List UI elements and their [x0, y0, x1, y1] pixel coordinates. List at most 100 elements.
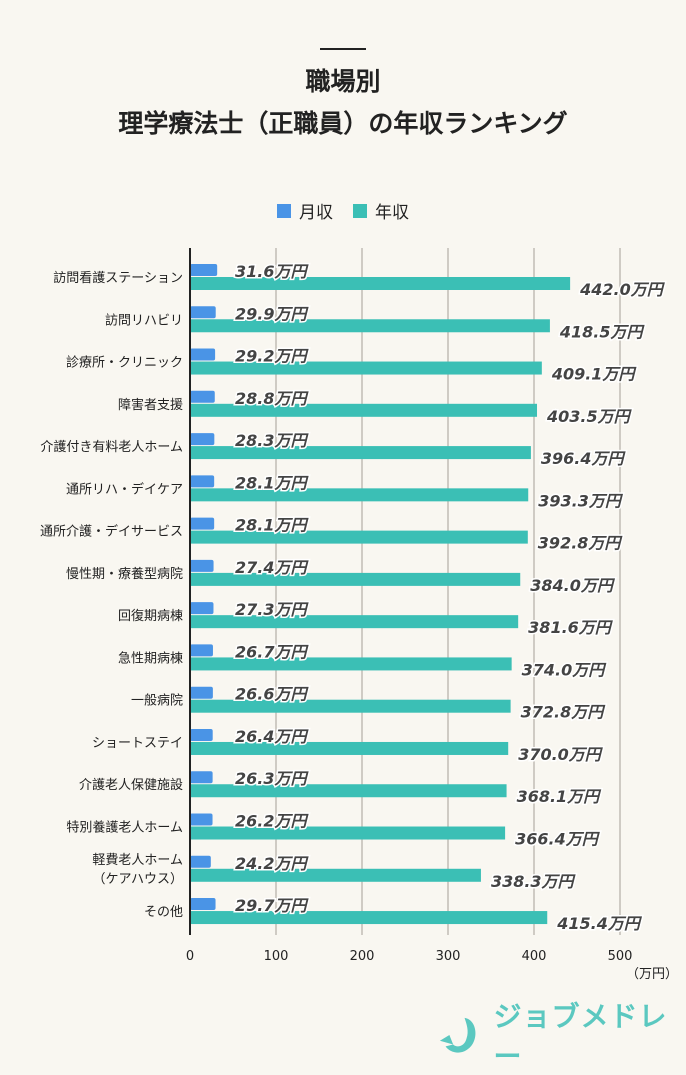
legend-swatch-monthly [277, 203, 291, 218]
title-rule [320, 48, 366, 50]
category-label: 介護老人保健施設 [79, 777, 183, 793]
chart-title-line-1: 職場別 [305, 67, 381, 96]
legend-item-monthly: 月収 [277, 198, 333, 223]
bar-annual [190, 530, 528, 544]
data-label-monthly: 28.8万円 [235, 389, 309, 408]
legend-label-monthly: 月収 [299, 203, 333, 223]
category-label: 急性期病棟 [118, 651, 183, 666]
category-label: ショートステイ [92, 736, 183, 751]
data-label-monthly: 29.9万円 [235, 304, 309, 323]
category-label: 一般病院 [131, 693, 183, 709]
bar-annual [190, 741, 509, 755]
data-label-monthly: 28.3万円 [235, 431, 309, 450]
bar-annual [190, 488, 529, 502]
legend-item-annual: 年収 [353, 198, 409, 223]
legend: 月収 年収 [0, 198, 686, 223]
data-label-annual: 384.0万円 [530, 576, 616, 595]
bar-monthly [190, 644, 213, 657]
data-label-monthly: 24.2万円 [235, 854, 309, 873]
data-label-monthly: 28.1万円 [235, 516, 309, 535]
data-label-annual: 442.0万円 [579, 280, 666, 299]
data-label-monthly: 26.2万円 [235, 812, 309, 831]
category-label: 軽費老人ホーム [92, 853, 183, 868]
bar-annual [190, 699, 511, 713]
bar-annual [190, 657, 512, 671]
bar-annual [190, 572, 521, 586]
category-label: 訪問リハビリ [105, 312, 183, 328]
category-label: 障害者支援 [118, 397, 183, 413]
chart-title-line-2: 理学療法士（正職員）の年収ランキング [118, 109, 568, 138]
brand-logo: ジョブメドレー [438, 995, 686, 1075]
category-label: （ケアハウス） [93, 872, 183, 887]
bar-annual [190, 784, 507, 798]
legend-label-annual: 年収 [375, 203, 409, 223]
data-label-monthly: 26.4万円 [235, 727, 309, 746]
data-label-monthly: 26.6万円 [235, 685, 309, 704]
bar-monthly [190, 898, 216, 911]
bar-monthly [190, 602, 214, 615]
data-label-annual: 381.6万円 [528, 618, 614, 637]
x-tick-label: 200 [350, 949, 375, 964]
category-label: 回復期病棟 [118, 608, 183, 624]
bar-annual [190, 446, 531, 460]
bar-monthly [190, 390, 215, 403]
bar-monthly [190, 686, 213, 699]
category-label: 診療所・クリニック [66, 355, 183, 371]
bar-monthly [190, 771, 213, 784]
x-tick-label: 0 [186, 949, 194, 964]
data-label-monthly: 27.4万円 [235, 558, 309, 577]
data-label-annual: 396.4万円 [541, 449, 627, 468]
brand-logo-icon [439, 1017, 476, 1053]
bar-annual [190, 277, 571, 290]
bar-monthly [190, 264, 218, 276]
data-label-annual: 374.0万円 [522, 660, 608, 679]
bar-monthly [190, 433, 215, 446]
data-label-annual: 368.1万円 [517, 787, 603, 806]
bar-annual [190, 403, 538, 417]
data-label-monthly: 27.3万円 [235, 600, 309, 619]
bar-annual [190, 868, 481, 882]
x-tick-label: 400 [522, 949, 547, 964]
data-label-annual: 393.3万円 [538, 491, 624, 510]
bar-annual [190, 826, 506, 840]
data-label-monthly: 29.2万円 [235, 347, 309, 366]
bar-monthly [190, 559, 214, 572]
data-label-annual: 418.5万円 [559, 322, 646, 341]
category-label: 特別養護老人ホーム [66, 820, 183, 836]
legend-swatch-annual [353, 203, 367, 218]
data-label-monthly: 29.7万円 [235, 896, 309, 915]
bar-monthly [190, 475, 215, 488]
x-tick-label: 500 [608, 949, 633, 964]
category-label: その他 [144, 905, 183, 920]
brand-name: ジョブメドレー [493, 1000, 668, 1073]
data-label-annual: 409.1万円 [551, 365, 638, 384]
data-label-monthly: 28.1万円 [235, 473, 309, 492]
data-label-annual: 366.4万円 [515, 830, 601, 849]
category-label: 通所リハ・デイケア [66, 481, 183, 497]
x-tick-label: 100 [264, 949, 289, 964]
bar-chart: 0 100 200 300 400 500 （万円） 訪問看護ステーション 31.6万円 442.… [40, 248, 678, 982]
bar-annual [190, 319, 550, 333]
bar-annual [190, 615, 519, 629]
data-label-monthly: 26.3万円 [235, 769, 309, 788]
data-label-monthly: 26.7万円 [235, 642, 309, 661]
bar-monthly [190, 348, 216, 361]
category-label: 介護付き有料老人ホーム [40, 439, 183, 455]
data-label-annual: 403.5万円 [546, 407, 633, 426]
bar-monthly [190, 855, 211, 868]
data-label-annual: 392.8万円 [538, 534, 624, 553]
data-label-monthly: 31.6万円 [235, 262, 309, 281]
x-axis-unit: （万円） [626, 967, 678, 982]
data-label-annual: 372.8万円 [521, 703, 607, 722]
category-label: 慢性期・療養型病院 [66, 566, 183, 582]
x-tick-label: 300 [436, 949, 461, 964]
bar-monthly [190, 517, 215, 530]
data-label-annual: 415.4万円 [556, 914, 643, 933]
data-label-annual: 338.3万円 [491, 872, 577, 891]
bar-monthly [190, 306, 216, 319]
bar-monthly [190, 813, 213, 826]
data-label-annual: 370.0万円 [518, 745, 604, 764]
bar-annual [190, 361, 542, 375]
bar-monthly [190, 728, 213, 741]
category-label: 訪問看護ステーション [53, 270, 183, 286]
